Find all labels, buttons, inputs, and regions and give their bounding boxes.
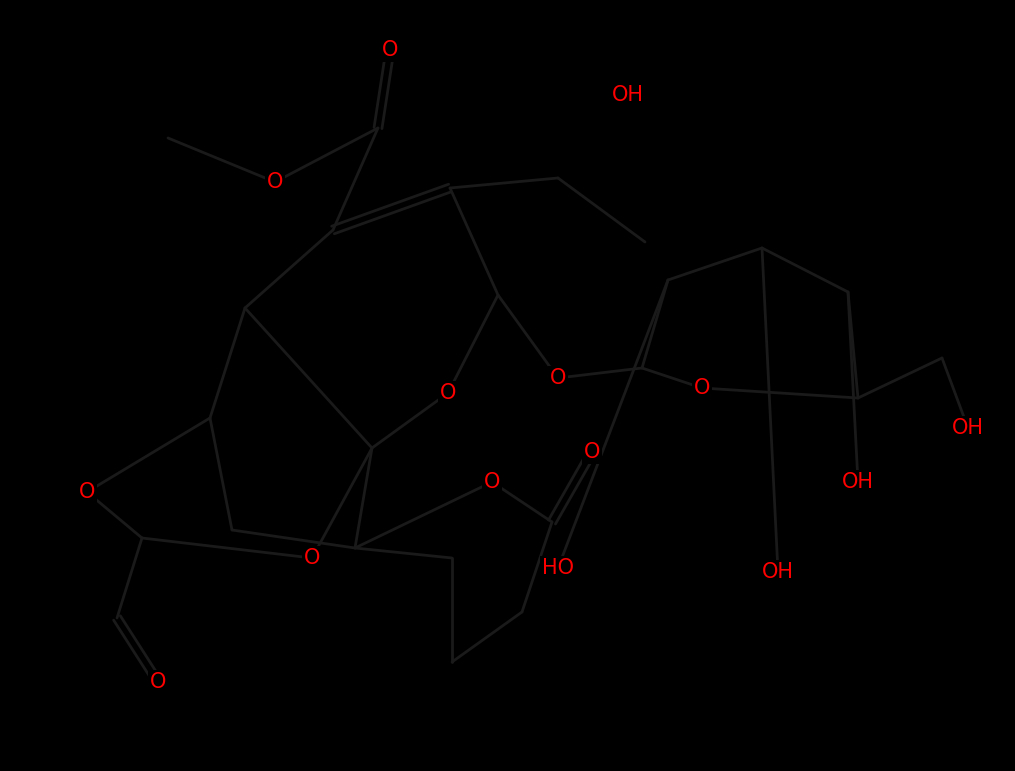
- Text: OH: OH: [952, 418, 984, 438]
- Text: O: O: [303, 548, 320, 568]
- Text: OH: OH: [762, 562, 794, 582]
- Text: O: O: [550, 368, 566, 388]
- Text: O: O: [267, 172, 283, 192]
- Text: O: O: [382, 40, 398, 60]
- Text: OH: OH: [612, 85, 644, 105]
- Text: O: O: [584, 442, 600, 462]
- Text: O: O: [484, 472, 500, 492]
- Text: O: O: [439, 383, 456, 403]
- Text: OH: OH: [842, 472, 874, 492]
- Text: O: O: [150, 672, 166, 692]
- Text: HO: HO: [542, 558, 574, 578]
- Text: O: O: [79, 482, 95, 502]
- Text: O: O: [694, 378, 710, 398]
